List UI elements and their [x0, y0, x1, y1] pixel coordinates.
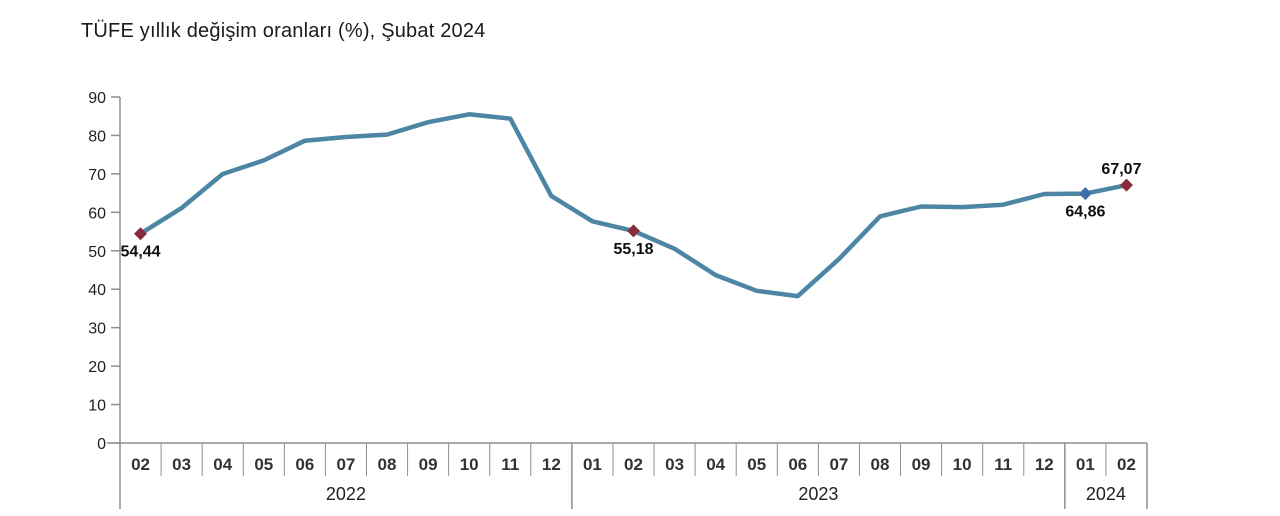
year-label: 2024: [1086, 484, 1126, 504]
month-label: 11: [501, 455, 519, 474]
y-tick-label: 30: [88, 321, 106, 338]
y-tick-label: 90: [88, 90, 106, 107]
month-label: 06: [788, 455, 807, 474]
chart-title: TÜFE yıllık değişim oranları (%), Şubat …: [81, 20, 486, 42]
month-label: 03: [172, 455, 191, 474]
y-tick-label: 70: [88, 167, 106, 184]
data-point-label: 55,18: [613, 241, 653, 258]
month-label: 10: [953, 455, 972, 474]
y-tick-label: 60: [88, 205, 106, 222]
data-point-label: 54,44: [121, 244, 161, 261]
y-tick-label: 20: [88, 359, 106, 376]
month-label: 04: [706, 455, 725, 474]
month-label: 02: [131, 455, 150, 474]
y-tick-label: 80: [88, 128, 106, 145]
data-point-label: 67,07: [1101, 161, 1141, 178]
month-label: 05: [747, 455, 766, 474]
month-label: 02: [624, 455, 643, 474]
month-label: 08: [871, 455, 890, 474]
month-label: 11: [994, 455, 1012, 474]
year-label: 2023: [798, 484, 838, 504]
month-label: 08: [378, 455, 397, 474]
month-label: 03: [665, 455, 684, 474]
year-label: 2022: [326, 484, 366, 504]
month-label: 01: [1076, 455, 1095, 474]
month-label: 12: [1035, 455, 1054, 474]
month-label: 06: [295, 455, 314, 474]
data-point-marker: [1078, 187, 1092, 201]
y-tick-label: 50: [88, 244, 106, 261]
data-point-marker: [1119, 178, 1133, 192]
month-label: 01: [583, 455, 602, 474]
data-point-label: 64,86: [1065, 204, 1105, 221]
month-label: 09: [912, 455, 931, 474]
data-point-marker: [134, 227, 148, 241]
month-label: 07: [336, 455, 355, 474]
data-point-marker: [627, 224, 640, 238]
month-label: 02: [1117, 455, 1136, 474]
month-label: 04: [213, 455, 232, 474]
y-tick-label: 0: [97, 436, 106, 453]
month-label: 09: [419, 455, 438, 474]
month-label: 07: [829, 455, 848, 474]
month-label: 05: [254, 455, 273, 474]
y-tick-label: 40: [88, 282, 106, 299]
month-label: 10: [460, 455, 479, 474]
tufe-series-line: [138, 112, 1129, 299]
y-tick-label: 10: [88, 398, 106, 415]
month-label: 12: [542, 455, 561, 474]
